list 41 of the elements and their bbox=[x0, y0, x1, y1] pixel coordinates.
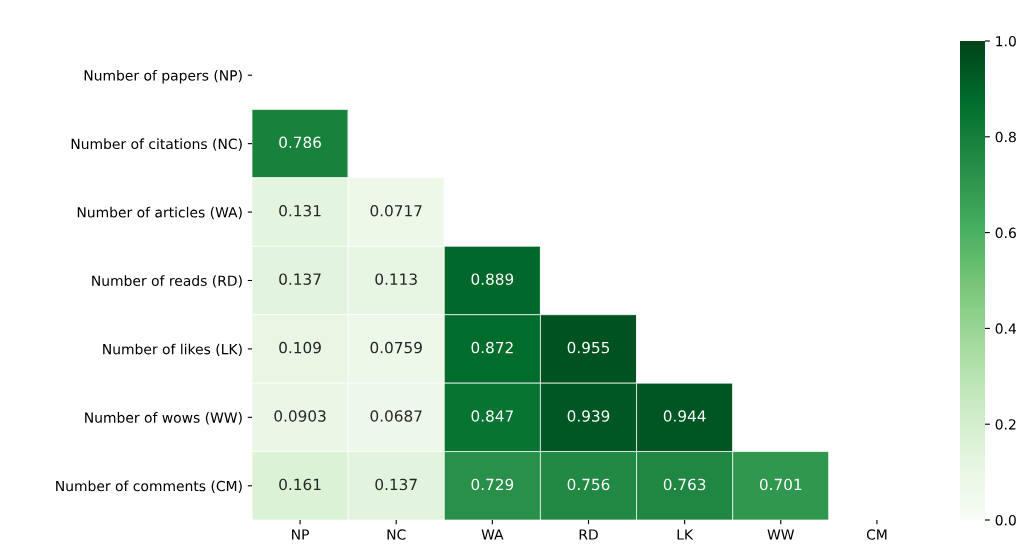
x-tick-label: WA bbox=[481, 529, 504, 540]
y-tick-label: Number of likes (LK) bbox=[103, 343, 242, 357]
color-bar-label: 0.6 bbox=[995, 227, 1016, 239]
data-label: 0.109 bbox=[279, 341, 321, 354]
data-label: 0.0717 bbox=[370, 204, 422, 217]
color-bar-label: 0.8 bbox=[995, 131, 1016, 143]
x-tick-label: CM bbox=[866, 529, 887, 540]
y-tick-label: Number of articles (WA) bbox=[77, 206, 242, 220]
data-label: 0.701 bbox=[759, 478, 802, 491]
data-label: 0.955 bbox=[567, 341, 610, 354]
data-label: 0.131 bbox=[279, 204, 321, 217]
data-label: 0.729 bbox=[471, 478, 514, 491]
y-tick-label: Number of reads (RD) bbox=[92, 275, 242, 288]
data-label: 0.847 bbox=[471, 410, 513, 422]
color-bar-label: 0.0 bbox=[995, 514, 1016, 526]
y-tick-label: Number of wows (WW) bbox=[85, 412, 242, 425]
color-bar-label: 1.0 bbox=[996, 35, 1016, 47]
data-label: 0.872 bbox=[471, 341, 513, 354]
data-label: 0.161 bbox=[279, 478, 321, 491]
y-tick-label: Number of citations (NC) bbox=[71, 138, 242, 151]
x-tick-label: RD bbox=[579, 529, 598, 540]
data-label: 0.756 bbox=[567, 478, 610, 491]
color-bar-label: 0.4 bbox=[995, 323, 1017, 334]
data-label: 0.0759 bbox=[370, 341, 422, 354]
x-tick-label: LK bbox=[677, 529, 694, 540]
y-tick-label: Number of papers (NP) bbox=[84, 69, 242, 84]
x-tick-label: NP bbox=[292, 529, 309, 540]
data-label: 0.889 bbox=[471, 273, 514, 285]
data-label: 0.0903 bbox=[274, 410, 326, 422]
x-tick-label: NC bbox=[387, 529, 406, 540]
data-label: 0.0687 bbox=[370, 410, 422, 422]
data-label: 0.763 bbox=[663, 478, 706, 491]
y-tick-label: Number of comments (CM) bbox=[56, 480, 242, 493]
data-label: 0.137 bbox=[279, 273, 321, 285]
data-label: 0.113 bbox=[375, 273, 417, 285]
data-label: 0.939 bbox=[567, 410, 610, 422]
data-label: 0.786 bbox=[279, 136, 321, 149]
data-label: 0.137 bbox=[375, 478, 417, 491]
color-bar-label: 0.2 bbox=[995, 419, 1016, 430]
data-label: 0.944 bbox=[663, 410, 706, 422]
x-tick-label: WW bbox=[767, 529, 795, 540]
